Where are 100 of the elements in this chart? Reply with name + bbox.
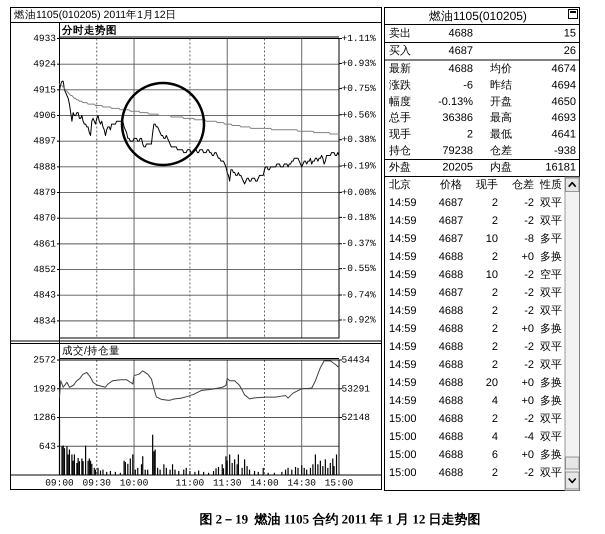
y-tick-label: 4933	[33, 33, 56, 44]
text: 2	[466, 128, 473, 141]
text: 14:59	[389, 395, 417, 407]
text: 4687	[438, 197, 464, 209]
x-tick-label: 11:00	[176, 478, 204, 488]
y-tick-label: 4897	[33, 136, 56, 147]
y-tick-label: 4879	[33, 187, 56, 198]
text: 14:59	[389, 215, 417, 227]
text: 2	[492, 341, 498, 353]
text: 4688	[448, 27, 473, 40]
y-tick-label: 4834	[33, 315, 56, 326]
text: 多换	[540, 377, 562, 389]
text: 开盘	[490, 96, 512, 108]
text: 双平	[540, 413, 562, 425]
text: 多换	[540, 251, 562, 263]
text: 双平	[540, 359, 562, 371]
chart-title: 成交/持仓量	[62, 344, 120, 357]
text: +0	[521, 395, 534, 407]
text: 14:59	[389, 359, 417, 371]
text: 2	[492, 467, 498, 479]
y2-tick-label: -0.92%	[342, 314, 376, 326]
text: 6	[492, 449, 498, 461]
text: 仓差	[512, 179, 534, 191]
text: 15:00	[389, 467, 417, 479]
text: 多换	[540, 449, 562, 461]
text: 双平	[540, 431, 562, 443]
x-tick-label: 09:00	[45, 478, 74, 488]
x-tick-label: 14:30	[287, 478, 316, 488]
text: 均价	[489, 63, 512, 75]
text: 现手	[389, 128, 411, 141]
text: 4688	[438, 413, 464, 425]
text: 15:00	[389, 449, 417, 461]
y2-tick-label: +1.11%	[342, 33, 376, 44]
y-tick-label: 1929	[33, 383, 56, 394]
text: 燃油1105(010205)	[429, 9, 527, 23]
text: +0	[521, 323, 534, 335]
text: 15:00	[389, 431, 417, 443]
text: 4688	[438, 377, 464, 389]
text: 4641	[552, 128, 576, 141]
y2-tick-label: -0.55%	[342, 263, 376, 274]
text: 14:59	[389, 269, 417, 281]
text: 10	[486, 269, 498, 281]
y2-tick-label: +0.00%	[342, 186, 376, 198]
text: 仓差	[490, 145, 512, 157]
line-series	[59, 360, 340, 401]
y2-tick-label: +0.56%	[342, 109, 376, 120]
text: 2	[492, 359, 498, 371]
y-tick-label: 643	[38, 440, 56, 452]
y2-tick-label: +0.75%	[342, 82, 376, 94]
text: 2	[492, 215, 498, 227]
text: 4687	[438, 233, 464, 245]
y-tick-label: 1286	[33, 412, 56, 423]
text: -0.13%	[438, 96, 474, 108]
text: -2	[524, 413, 534, 425]
text: 10	[486, 233, 498, 245]
x-tick-label: 09:30	[82, 478, 112, 488]
text: 4688	[438, 251, 464, 263]
text: 4688	[438, 323, 464, 335]
text: 20205	[442, 161, 473, 174]
text: 价格	[439, 179, 462, 191]
text: 4688	[438, 305, 464, 317]
text: 涨跌	[389, 79, 411, 92]
x-tick-label: 15:00	[324, 478, 354, 488]
text: 4687	[438, 287, 464, 299]
text: 14:59	[389, 233, 417, 245]
text: -6	[463, 79, 473, 92]
y-tick-label: 4924	[33, 58, 56, 70]
y-tick-label: 4843	[33, 290, 56, 301]
x-tick-label: 11:30	[212, 478, 242, 488]
text: 4688	[438, 467, 464, 479]
y-tick-label: 4861	[33, 238, 56, 250]
text: -2	[524, 287, 534, 299]
text: 14:59	[389, 341, 417, 353]
y-tick-label: 4915	[33, 84, 56, 96]
text: 14:59	[389, 305, 417, 317]
text: 4688	[438, 431, 464, 443]
text: 4688	[438, 269, 464, 281]
y2-tick-label: +0.19%	[342, 160, 376, 172]
text: 4687	[438, 215, 464, 227]
text: -2	[524, 197, 534, 209]
text: 多平	[540, 233, 562, 245]
text: -2	[524, 269, 534, 281]
text: +0	[521, 377, 534, 389]
text: 北京	[389, 178, 411, 191]
x-tick-label: 14:00	[250, 478, 280, 488]
text: 4	[492, 395, 498, 407]
y2-tick-label: 54434	[342, 354, 370, 366]
y2-tick-label: +0.93%	[342, 58, 376, 69]
chart-subtitle: 分时走势图	[61, 24, 117, 36]
text: 多换	[540, 323, 562, 335]
text: 14:59	[389, 251, 417, 263]
text: 4688	[438, 395, 464, 407]
y-tick-label: 2572	[33, 354, 56, 366]
text: +0	[521, 449, 534, 461]
text: 幅度	[389, 94, 411, 108]
text: 双平	[540, 341, 562, 353]
text: 2	[492, 413, 498, 425]
text: 4688	[438, 359, 464, 371]
text: 内盘	[490, 160, 512, 174]
text: 4	[492, 431, 498, 443]
